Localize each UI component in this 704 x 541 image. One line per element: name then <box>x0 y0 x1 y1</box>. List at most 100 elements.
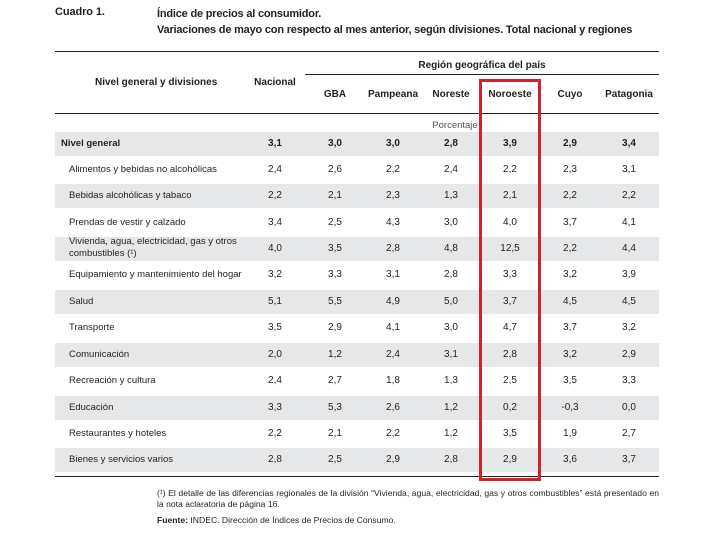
cell-pampeana: 4,3 <box>386 217 400 228</box>
row-label: Bienes y servicios varios <box>69 454 174 465</box>
cell-noroeste: 2,1 <box>503 190 517 201</box>
cell-noroeste: 2,8 <box>503 349 517 360</box>
row-label-line-2: combustibles (¹) <box>69 248 137 259</box>
cell-nacional: 2,8 <box>268 454 282 465</box>
table-row: Bebidas alcohólicas y tabaco 2,2 2,1 2,3 1,3… <box>55 184 659 208</box>
cell-noroeste: 12,5 <box>500 243 520 254</box>
cell-pampeana: 2,3 <box>386 190 400 201</box>
cell-gba: 2,6 <box>328 164 342 175</box>
cell-cuyo: 3,2 <box>563 269 577 280</box>
row-label: Restaurantes y hoteles <box>69 428 167 439</box>
cell-gba: 3,3 <box>328 269 342 280</box>
cell-pampeana: 2,9 <box>386 454 400 465</box>
cell-nacional: 2,0 <box>268 349 282 360</box>
table-row: Transporte 3,5 2,9 4,1 3,0 4,7 3,7 3,2 <box>55 316 659 340</box>
cell-pampeana: 4,1 <box>386 322 400 333</box>
row-label: Equipamiento y mantenimiento del hogar <box>69 269 242 280</box>
table-title: Índice de precios al consumidor. Variaci… <box>157 6 632 38</box>
cell-noreste: 2,8 <box>444 138 458 149</box>
cell-noreste: 4,8 <box>444 243 458 254</box>
cell-noroeste: 2,2 <box>503 164 517 175</box>
row-label: Nivel general <box>61 138 121 149</box>
column-header-cuyo: Cuyo <box>557 89 583 100</box>
row-label: Salud <box>69 296 94 307</box>
table-row: Vivienda, agua, electricidad, gas y otro… <box>55 236 659 261</box>
cell-nacional: 5,1 <box>268 296 282 307</box>
table-row: Salud 5,1 5,5 4,9 5,0 3,7 4,5 4,5 <box>55 290 659 314</box>
cell-patagonia: 2,7 <box>622 428 636 439</box>
column-header-national: Nacional <box>254 77 296 88</box>
cell-noreste: 1,2 <box>444 428 458 439</box>
cell-gba: 2,5 <box>328 217 342 228</box>
cell-noreste: 1,3 <box>444 190 458 201</box>
cell-gba: 2,1 <box>328 428 342 439</box>
cell-nacional: 4,0 <box>268 243 282 254</box>
cell-nacional: 3,2 <box>268 269 282 280</box>
table-row: Bienes y servicios varios 2,8 2,5 2,9 2,8 2,9… <box>55 448 659 472</box>
row-label: Recreación y cultura <box>69 375 156 386</box>
cell-patagonia: 3,4 <box>622 138 636 149</box>
cell-noreste: 3,0 <box>444 217 458 228</box>
cell-noroeste: 3,7 <box>503 296 517 307</box>
unit-label: Porcentaje <box>432 120 478 131</box>
cell-noreste: 3,0 <box>444 322 458 333</box>
row-label: Comunicación <box>69 349 130 360</box>
cell-nacional: 2,2 <box>268 428 282 439</box>
cell-noroeste: 2,5 <box>503 375 517 386</box>
row-label-line-1: Vivienda, agua, electricidad, gas y otro… <box>69 236 237 247</box>
cell-noreste: 5,0 <box>444 296 458 307</box>
source-label: Fuente: <box>157 515 189 525</box>
column-group-header-region: Región geográfica del país <box>418 60 546 71</box>
cell-patagonia: 4,4 <box>622 243 636 254</box>
row-label: Prendas de vestir y calzado <box>69 217 186 228</box>
table-top-rule <box>55 51 659 52</box>
cell-patagonia: 2,9 <box>622 349 636 360</box>
cell-pampeana: 4,9 <box>386 296 400 307</box>
table-row: Comunicación 2,0 1,2 2,4 3,1 2,8 3,2 2,9 <box>55 343 659 367</box>
header-bottom-rule <box>55 113 659 114</box>
cell-cuyo: 3,7 <box>563 322 577 333</box>
cell-pampeana: 1,8 <box>386 375 400 386</box>
cell-gba: 2,5 <box>328 454 342 465</box>
region-group-rule <box>305 74 659 75</box>
table-label: Cuadro 1. <box>55 6 105 18</box>
cell-cuyo: 3,5 <box>563 375 577 386</box>
cell-cuyo: 2,2 <box>563 243 577 254</box>
cell-cuyo: 2,3 <box>563 164 577 175</box>
column-header-division: Nivel general y divisiones <box>95 77 218 88</box>
cell-gba: 5,3 <box>328 402 342 413</box>
cell-noreste: 2,4 <box>444 164 458 175</box>
cell-gba: 3,0 <box>328 138 342 149</box>
table-row: Alimentos y bebidas no alcohólicas 2,4 2,6… <box>55 158 659 182</box>
column-header-noroeste: Noroeste <box>488 89 532 100</box>
cell-noreste: 3,1 <box>444 349 458 360</box>
table-bottom-rule <box>55 476 659 477</box>
cell-nacional: 2,2 <box>268 190 282 201</box>
source-text: INDEC. Dirección de Índices de Precios d… <box>188 515 396 525</box>
cell-noroeste: 2,9 <box>503 454 517 465</box>
cell-gba: 2,1 <box>328 190 342 201</box>
source-line: Fuente: INDEC. Dirección de Índices de P… <box>157 515 396 525</box>
cell-noreste: 1,3 <box>444 375 458 386</box>
cell-patagonia: 4,5 <box>622 296 636 307</box>
cell-cuyo: 1,9 <box>563 428 577 439</box>
cell-nacional: 3,3 <box>268 402 282 413</box>
cell-noreste: 2,8 <box>444 269 458 280</box>
table-row: Educación 3,3 5,3 2,6 1,2 0,2 -0,3 0,0 <box>55 396 659 420</box>
row-label: Vivienda, agua, electricidad, gas y otro… <box>69 236 237 260</box>
cell-cuyo: 2,9 <box>563 138 577 149</box>
column-header-gba: GBA <box>323 89 347 100</box>
cell-patagonia: 2,2 <box>622 190 636 201</box>
cell-pampeana: 2,8 <box>386 243 400 254</box>
cell-cuyo: 3,6 <box>563 454 577 465</box>
cell-cuyo: 3,7 <box>563 217 577 228</box>
table-row: Recreación y cultura 2,4 2,7 1,8 1,3 2,5 3,5 3,… <box>55 369 659 393</box>
cell-cuyo: -0,3 <box>561 402 579 413</box>
cell-gba: 3,5 <box>328 243 342 254</box>
cell-noroeste: 4,0 <box>503 217 517 228</box>
cell-pampeana: 2,4 <box>386 349 400 360</box>
cell-gba: 2,9 <box>328 322 342 333</box>
table-row: Restaurantes y hoteles 2,2 2,1 2,2 1,2 3,5 1,9… <box>55 422 659 446</box>
cell-pampeana: 3,1 <box>386 269 400 280</box>
cell-patagonia: 3,1 <box>622 164 636 175</box>
